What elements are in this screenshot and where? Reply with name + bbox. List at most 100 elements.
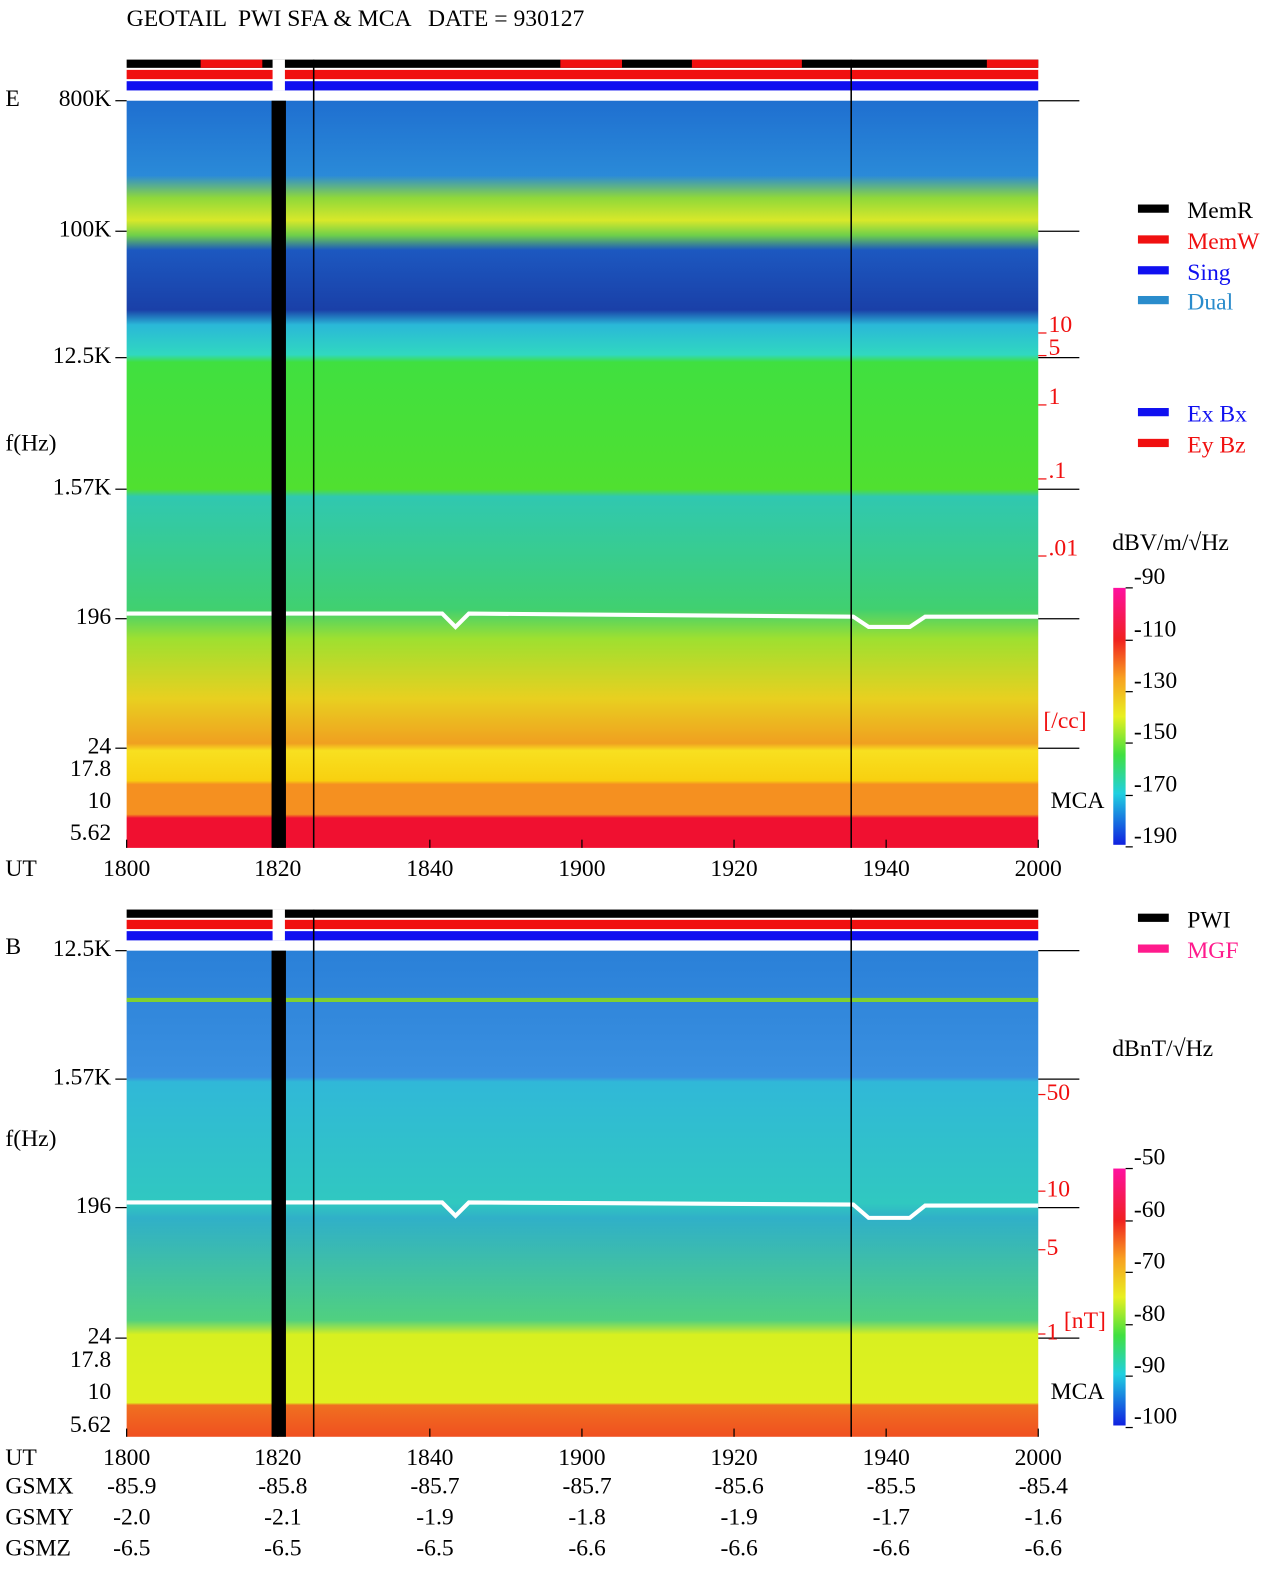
orbit-value: -6.6: [1025, 1535, 1063, 1561]
orbit-value: -6.6: [568, 1535, 606, 1561]
panel-label: B: [5, 934, 21, 960]
colorbar-tick-label: -170: [1134, 772, 1177, 798]
legend-swatch: [1137, 204, 1169, 213]
legend-label: MemW: [1187, 229, 1260, 255]
x-tick-label: 1940: [863, 856, 910, 882]
orbit-value: -1.9: [416, 1504, 453, 1530]
y-tick-label: 5.62: [70, 820, 111, 846]
orbit-value: -6.5: [113, 1535, 150, 1561]
orbit-value: -85.9: [107, 1474, 156, 1500]
y-tick-label: 100K: [59, 217, 112, 243]
x-tick-label: 1900: [558, 1445, 605, 1471]
orbit-value: -2.0: [113, 1504, 150, 1530]
legend-swatch: [1137, 913, 1169, 922]
colorbar-unit: dBV/m/√Hz: [1112, 530, 1229, 556]
y-tick-label: 24: [88, 1324, 112, 1350]
orbit-value: -85.7: [562, 1474, 611, 1500]
field-tick-label: 1: [1046, 1319, 1058, 1345]
x-tick-label: 2000: [1015, 856, 1062, 882]
orbit-value: -2.1: [264, 1504, 301, 1530]
field-tick-label: 50: [1046, 1080, 1070, 1106]
y-tick-label: 5.62: [70, 1412, 111, 1438]
colorbar-tick-label: -90: [1134, 564, 1166, 590]
y-tick-label: 196: [76, 604, 112, 630]
colorbar-e: [1113, 587, 1126, 845]
colorbar-tick-label: -100: [1134, 1404, 1177, 1430]
field-unit: [nT]: [1064, 1308, 1106, 1334]
legend-swatch: [1137, 944, 1169, 953]
orbit-value: -1.6: [1025, 1504, 1063, 1530]
x-tick-label: 2000: [1015, 1445, 1062, 1471]
legend-swatch: [1137, 235, 1169, 244]
orbit-value: -85.8: [258, 1474, 307, 1500]
legend-swatch: [1137, 266, 1169, 275]
x-tick-label: 1840: [406, 1445, 453, 1471]
y-tick-label: 196: [76, 1193, 112, 1219]
orbit-value: -6.5: [416, 1535, 453, 1561]
legend-label: PWI: [1187, 907, 1230, 933]
x-tick-label: 1840: [406, 856, 453, 882]
x-tick-label: 1940: [863, 1445, 910, 1471]
colorbar-tick-label: -70: [1134, 1249, 1166, 1275]
y-axis-label: f(Hz): [5, 1126, 56, 1152]
x-tick-label: 1820: [254, 856, 301, 882]
density-tick-label: .1: [1049, 458, 1067, 484]
x-tick-label: 1920: [710, 856, 757, 882]
colorbar-tick-label: -50: [1134, 1145, 1166, 1171]
density-unit: [/cc]: [1043, 708, 1086, 734]
field-tick-label: 5: [1046, 1235, 1058, 1261]
orbit-value: -6.6: [720, 1535, 758, 1561]
x-tick-label: 1800: [103, 1445, 150, 1471]
colorbar-unit: dBnT/√Hz: [1112, 1036, 1213, 1062]
x-axis-label: UT: [5, 856, 37, 882]
colorbar-tick-label: -110: [1134, 616, 1176, 642]
density-tick-label: .01: [1049, 535, 1079, 561]
y-tick-label: 17.8: [70, 1347, 111, 1373]
x-axis-label: UT: [5, 1445, 37, 1471]
legend-swatch: [1137, 295, 1169, 305]
field-tick-label: 10: [1046, 1177, 1070, 1203]
legend-swatch: [1137, 438, 1169, 448]
y-tick-label: 1.57K: [53, 475, 111, 501]
density-tick-label: 10: [1049, 312, 1073, 338]
title: GEOTAIL PWI SFA & MCA DATE = 930127: [127, 6, 585, 32]
panel-e-plot: [126, 59, 1039, 848]
orbit-row-label: GSMZ: [5, 1535, 71, 1561]
colorbar-tick-label: -90: [1134, 1352, 1166, 1378]
colorbar-tick-label: -150: [1134, 719, 1177, 745]
density-tick-label: 1: [1049, 384, 1061, 410]
orbit-row-label: GSMX: [5, 1474, 73, 1500]
legend-label: MemR: [1187, 198, 1253, 224]
orbit-value: -1.8: [568, 1504, 605, 1530]
orbit-value: -85.5: [867, 1474, 916, 1500]
panel-label: E: [5, 86, 19, 112]
legend-label: MGF: [1187, 938, 1238, 964]
orbit-value: -6.5: [264, 1535, 301, 1561]
legend-swatch: [1137, 408, 1169, 417]
y-tick-label: 24: [88, 734, 112, 760]
orbit-value: -6.6: [873, 1535, 911, 1561]
legend-label: Ey Bz: [1187, 432, 1245, 458]
x-tick-label: 1920: [710, 1445, 757, 1471]
orbit-value: -1.9: [720, 1504, 757, 1530]
y-tick-label: 10: [88, 788, 112, 814]
legend-label: Dual: [1187, 290, 1233, 316]
mca-label: MCA: [1051, 788, 1105, 814]
orbit-value: -1.7: [873, 1504, 911, 1530]
colorbar-tick-label: -60: [1134, 1197, 1166, 1223]
panel-b-plot: [126, 909, 1039, 1437]
y-axis-label: f(Hz): [5, 430, 56, 456]
x-tick-label: 1800: [103, 856, 150, 882]
x-tick-label: 1900: [558, 856, 605, 882]
orbit-value: -85.7: [410, 1474, 459, 1500]
legend-label: Sing: [1187, 260, 1231, 286]
orbit-value: -85.4: [1019, 1474, 1068, 1500]
y-tick-label: 17.8: [70, 756, 111, 782]
x-tick-label: 1820: [254, 1445, 301, 1471]
colorbar-tick-label: -130: [1134, 668, 1177, 694]
orbit-value: -85.6: [715, 1474, 764, 1500]
density-tick-label: 5: [1049, 335, 1061, 361]
y-tick-label: 12.5K: [53, 936, 111, 962]
y-tick-label: 12.5K: [53, 343, 111, 369]
